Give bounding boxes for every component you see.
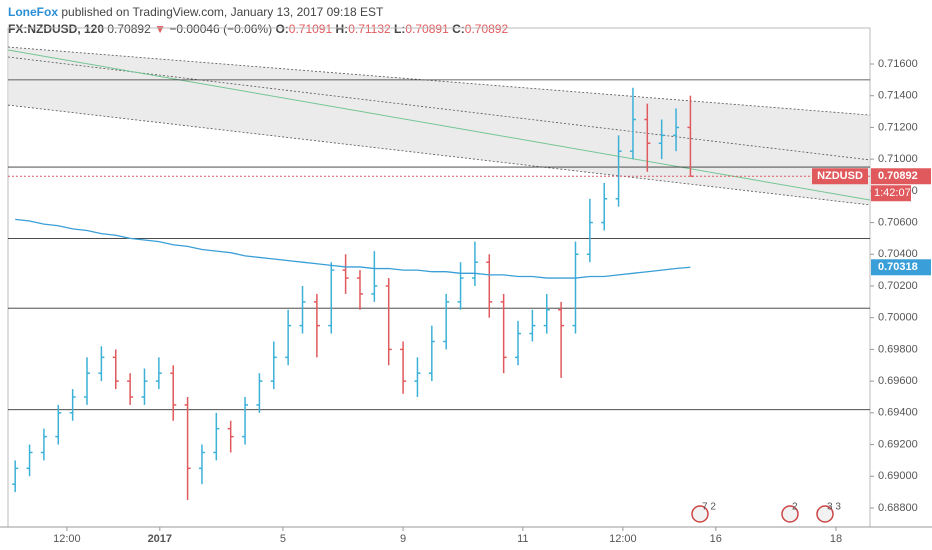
l: 0.70891 [405,22,449,36]
event-icon [816,505,834,523]
o-label: O: [275,22,289,36]
x-tick-label: 16 [710,533,722,545]
event-label: 3 3 [827,502,841,513]
channel-band [8,47,870,205]
y-tick-label: 0.71200 [878,121,918,133]
x-tick-label: 2017 [148,533,172,545]
published: published on TradingView.com, January 13… [61,5,384,19]
ma-tag-text: 0.70318 [878,261,918,273]
h: 0.71132 [348,22,391,36]
y-tick-label: 0.68800 [878,502,918,514]
symbol-tag [812,168,868,185]
x-tick-label: 5 [280,533,286,545]
event-icon [691,505,709,523]
y-tick-label: 0.71000 [878,153,918,165]
arrow: ▼ [154,22,166,36]
channel-line [8,56,870,161]
x-tick-label: 12:00 [53,533,81,545]
change: −0.00046 (−0.06%) [169,22,273,36]
price-tag-text: 0.70892 [878,170,918,182]
publish-line: LoneFox published on TradingView.com, Ja… [8,4,508,21]
x-tick-label: 9 [400,533,406,545]
y-tick-label: 0.69400 [878,407,918,419]
event-label: 7 2 [702,502,716,513]
o: 0.71091 [288,22,333,36]
c-label: C: [452,22,465,36]
channel-line [8,46,870,116]
symbol-tag-text: NZDUSD [817,170,863,182]
x-tick-label: 11 [517,533,528,545]
y-tick-label: 0.69200 [878,438,918,450]
moving-average [15,218,691,279]
y-tick-label: 0.69600 [878,375,918,387]
trend-line [8,49,870,201]
countdown-tag [871,185,911,202]
x-tick-label: 12:00 [609,533,637,545]
last: 0.70892 [107,22,151,36]
plot [8,46,870,501]
y-tick-label: 0.70200 [878,280,918,292]
symbol: FX:NZDUSD, 120 [8,22,105,36]
h-label: H: [335,22,349,36]
event-icon [781,505,799,523]
price-tag [871,168,931,185]
y-tick-label: 0.69800 [878,343,918,355]
y-tick-label: 0.71600 [878,58,918,70]
y-tick-label: 0.69000 [878,470,918,482]
channel-line [8,104,870,206]
countdown-text: 1:42:07 [874,187,911,199]
x-tick-label: 18 [830,533,842,545]
y-tick-label: 0.70000 [878,312,918,324]
quote-line: FX:NZDUSD, 120 0.70892 ▼ −0.00046 (−0.06… [8,21,508,38]
ma-tag [871,259,931,276]
author[interactable]: LoneFox [8,5,58,19]
y-tick-label: 0.70600 [878,216,918,228]
c: 0.70892 [464,22,509,36]
event-label: 2 [792,502,798,513]
y-tick-label: 0.71400 [878,90,918,102]
header: LoneFox published on TradingView.com, Ja… [8,4,508,38]
y-tick-label: 0.70400 [878,248,918,260]
l-label: L: [394,22,406,36]
